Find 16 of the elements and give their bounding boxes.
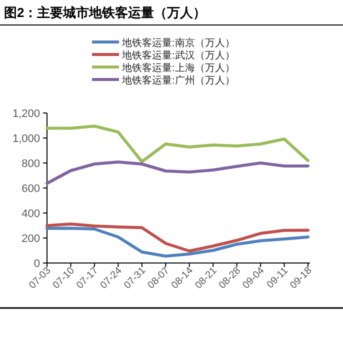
line-series — [46, 124, 310, 164]
y-tick-label: 200 — [22, 233, 40, 245]
y-tick-label: 400 — [22, 208, 40, 220]
y-tick-label: 800 — [22, 158, 40, 170]
chart-title: 图2：主要城市地铁客运量（万人） — [4, 5, 206, 20]
legend-label: 地铁客运量:广州（万人） — [121, 74, 235, 86]
y-tick-label: 1,200 — [12, 108, 40, 120]
y-tick-label: 1,000 — [12, 133, 40, 145]
y-tick-label: 0 — [34, 258, 40, 270]
legend-label: 地铁客运量:南京（万人） — [121, 37, 235, 49]
legend-label: 地铁客运量:武汉（万人） — [121, 50, 235, 62]
y-tick-label: 600 — [22, 183, 40, 195]
line-series — [46, 222, 310, 252]
line-series — [46, 160, 310, 185]
legend-label: 地铁客运量:上海（万人） — [121, 62, 235, 74]
line-series — [46, 226, 310, 258]
